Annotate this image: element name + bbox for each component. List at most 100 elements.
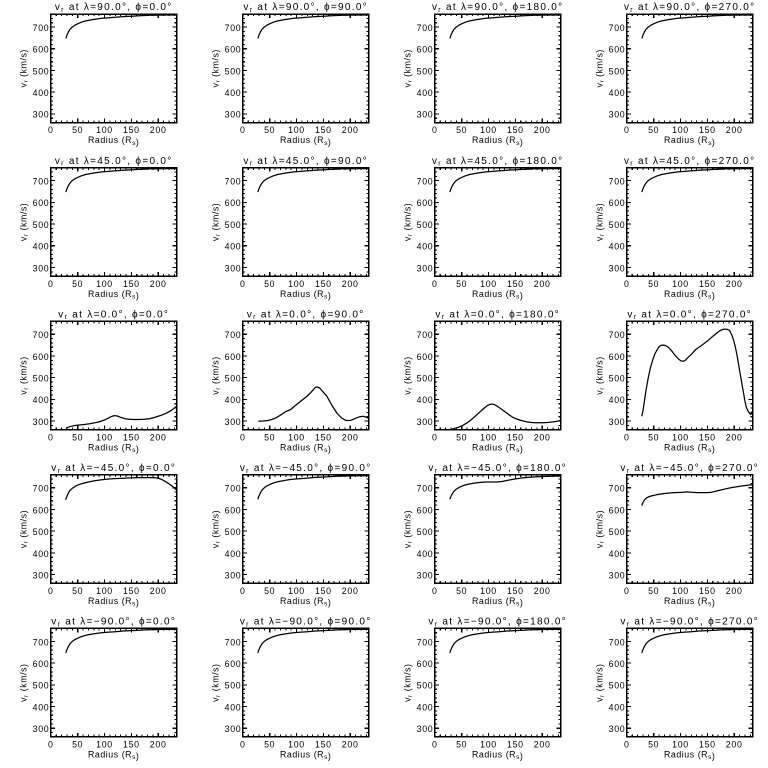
svg-text:300: 300 xyxy=(417,724,434,734)
svg-text:vr (km/s): vr (km/s) xyxy=(594,356,606,394)
svg-text:300: 300 xyxy=(609,417,626,427)
svg-text:500: 500 xyxy=(225,374,242,384)
svg-text:200: 200 xyxy=(726,125,743,135)
svg-text:50: 50 xyxy=(648,432,659,442)
svg-text:700: 700 xyxy=(225,637,242,647)
svg-text:vr at λ=−90.0°, ϕ=0.0°: vr at λ=−90.0°, ϕ=0.0° xyxy=(51,617,176,629)
svg-text:200: 200 xyxy=(534,125,551,135)
svg-text:150: 150 xyxy=(315,740,332,750)
svg-text:vr at λ=90.0°, ϕ=180.0°: vr at λ=90.0°, ϕ=180.0° xyxy=(432,2,563,14)
svg-text:0: 0 xyxy=(48,586,54,596)
svg-text:vr (km/s): vr (km/s) xyxy=(594,663,606,701)
svg-text:500: 500 xyxy=(417,220,434,230)
svg-text:vr (km/s): vr (km/s) xyxy=(594,510,606,548)
svg-text:300: 300 xyxy=(33,724,50,734)
svg-text:600: 600 xyxy=(609,45,626,55)
svg-text:300: 300 xyxy=(225,263,242,273)
svg-text:700: 700 xyxy=(417,484,434,494)
svg-text:50: 50 xyxy=(648,740,659,750)
svg-text:50: 50 xyxy=(456,586,467,596)
svg-text:700: 700 xyxy=(417,23,434,33)
svg-text:vr (km/s): vr (km/s) xyxy=(210,356,222,394)
svg-text:150: 150 xyxy=(507,740,524,750)
svg-text:150: 150 xyxy=(699,586,716,596)
svg-text:50: 50 xyxy=(72,279,83,289)
svg-text:Radius (Rs): Radius (Rs) xyxy=(280,750,331,762)
svg-text:700: 700 xyxy=(33,177,50,187)
svg-text:150: 150 xyxy=(699,125,716,135)
svg-text:50: 50 xyxy=(456,279,467,289)
svg-text:200: 200 xyxy=(342,586,359,596)
svg-text:700: 700 xyxy=(609,484,626,494)
svg-text:vr at λ=−45.0°, ϕ=90.0°: vr at λ=−45.0°, ϕ=90.0° xyxy=(240,463,372,475)
svg-text:0: 0 xyxy=(48,279,54,289)
svg-text:200: 200 xyxy=(726,432,743,442)
svg-text:500: 500 xyxy=(417,374,434,384)
svg-text:vr at λ=0.0°, ϕ=90.0°: vr at λ=0.0°, ϕ=90.0° xyxy=(247,309,365,321)
svg-text:300: 300 xyxy=(33,571,50,581)
svg-text:50: 50 xyxy=(72,125,83,135)
svg-text:200: 200 xyxy=(534,279,551,289)
svg-text:50: 50 xyxy=(648,279,659,289)
svg-text:150: 150 xyxy=(699,740,716,750)
svg-text:600: 600 xyxy=(417,45,434,55)
svg-text:50: 50 xyxy=(648,586,659,596)
svg-text:Radius (Rs): Radius (Rs) xyxy=(664,750,715,762)
svg-text:600: 600 xyxy=(417,198,434,208)
svg-text:500: 500 xyxy=(33,66,50,76)
svg-text:0: 0 xyxy=(624,279,630,289)
svg-text:400: 400 xyxy=(417,395,434,405)
svg-text:200: 200 xyxy=(150,740,167,750)
svg-text:50: 50 xyxy=(264,279,275,289)
svg-text:Radius (Rs): Radius (Rs) xyxy=(664,289,715,301)
svg-text:0: 0 xyxy=(432,279,438,289)
svg-text:300: 300 xyxy=(225,417,242,427)
svg-text:500: 500 xyxy=(417,66,434,76)
svg-text:50: 50 xyxy=(72,432,83,442)
svg-text:Radius (Rs): Radius (Rs) xyxy=(88,442,139,454)
svg-text:200: 200 xyxy=(342,740,359,750)
svg-text:200: 200 xyxy=(150,125,167,135)
svg-text:400: 400 xyxy=(33,549,50,559)
svg-text:vr (km/s): vr (km/s) xyxy=(210,203,222,241)
svg-text:600: 600 xyxy=(609,659,626,669)
svg-text:Radius (Rs): Radius (Rs) xyxy=(280,289,331,301)
svg-text:600: 600 xyxy=(609,505,626,515)
svg-text:150: 150 xyxy=(123,740,140,750)
svg-text:vr (km/s): vr (km/s) xyxy=(18,203,30,241)
svg-text:vr at λ=45.0°, ϕ=90.0°: vr at λ=45.0°, ϕ=90.0° xyxy=(243,156,368,168)
svg-text:700: 700 xyxy=(33,330,50,340)
svg-text:0: 0 xyxy=(624,125,630,135)
svg-text:0: 0 xyxy=(48,740,54,750)
svg-text:0: 0 xyxy=(432,125,438,135)
svg-text:300: 300 xyxy=(225,571,242,581)
svg-text:700: 700 xyxy=(225,484,242,494)
svg-text:400: 400 xyxy=(609,242,626,252)
svg-text:vr at λ=−90.0°, ϕ=90.0°: vr at λ=−90.0°, ϕ=90.0° xyxy=(240,617,372,629)
svg-text:100: 100 xyxy=(480,125,497,135)
svg-text:Radius (Rs): Radius (Rs) xyxy=(472,596,523,608)
svg-text:150: 150 xyxy=(123,125,140,135)
svg-text:500: 500 xyxy=(417,527,434,537)
svg-text:500: 500 xyxy=(33,681,50,691)
svg-text:600: 600 xyxy=(33,198,50,208)
svg-text:100: 100 xyxy=(96,279,113,289)
svg-text:700: 700 xyxy=(225,330,242,340)
svg-text:50: 50 xyxy=(264,586,275,596)
svg-text:600: 600 xyxy=(33,505,50,515)
svg-text:150: 150 xyxy=(123,279,140,289)
svg-text:700: 700 xyxy=(33,637,50,647)
svg-text:600: 600 xyxy=(33,352,50,362)
svg-text:100: 100 xyxy=(288,432,305,442)
svg-text:500: 500 xyxy=(417,681,434,691)
svg-text:500: 500 xyxy=(609,220,626,230)
svg-text:100: 100 xyxy=(288,125,305,135)
svg-text:Radius (Rs): Radius (Rs) xyxy=(472,135,523,147)
svg-text:150: 150 xyxy=(507,125,524,135)
svg-text:vr at λ=90.0°, ϕ=90.0°: vr at λ=90.0°, ϕ=90.0° xyxy=(243,2,368,14)
svg-text:600: 600 xyxy=(225,352,242,362)
svg-text:600: 600 xyxy=(225,45,242,55)
svg-text:700: 700 xyxy=(609,637,626,647)
svg-text:600: 600 xyxy=(225,659,242,669)
svg-text:50: 50 xyxy=(264,432,275,442)
